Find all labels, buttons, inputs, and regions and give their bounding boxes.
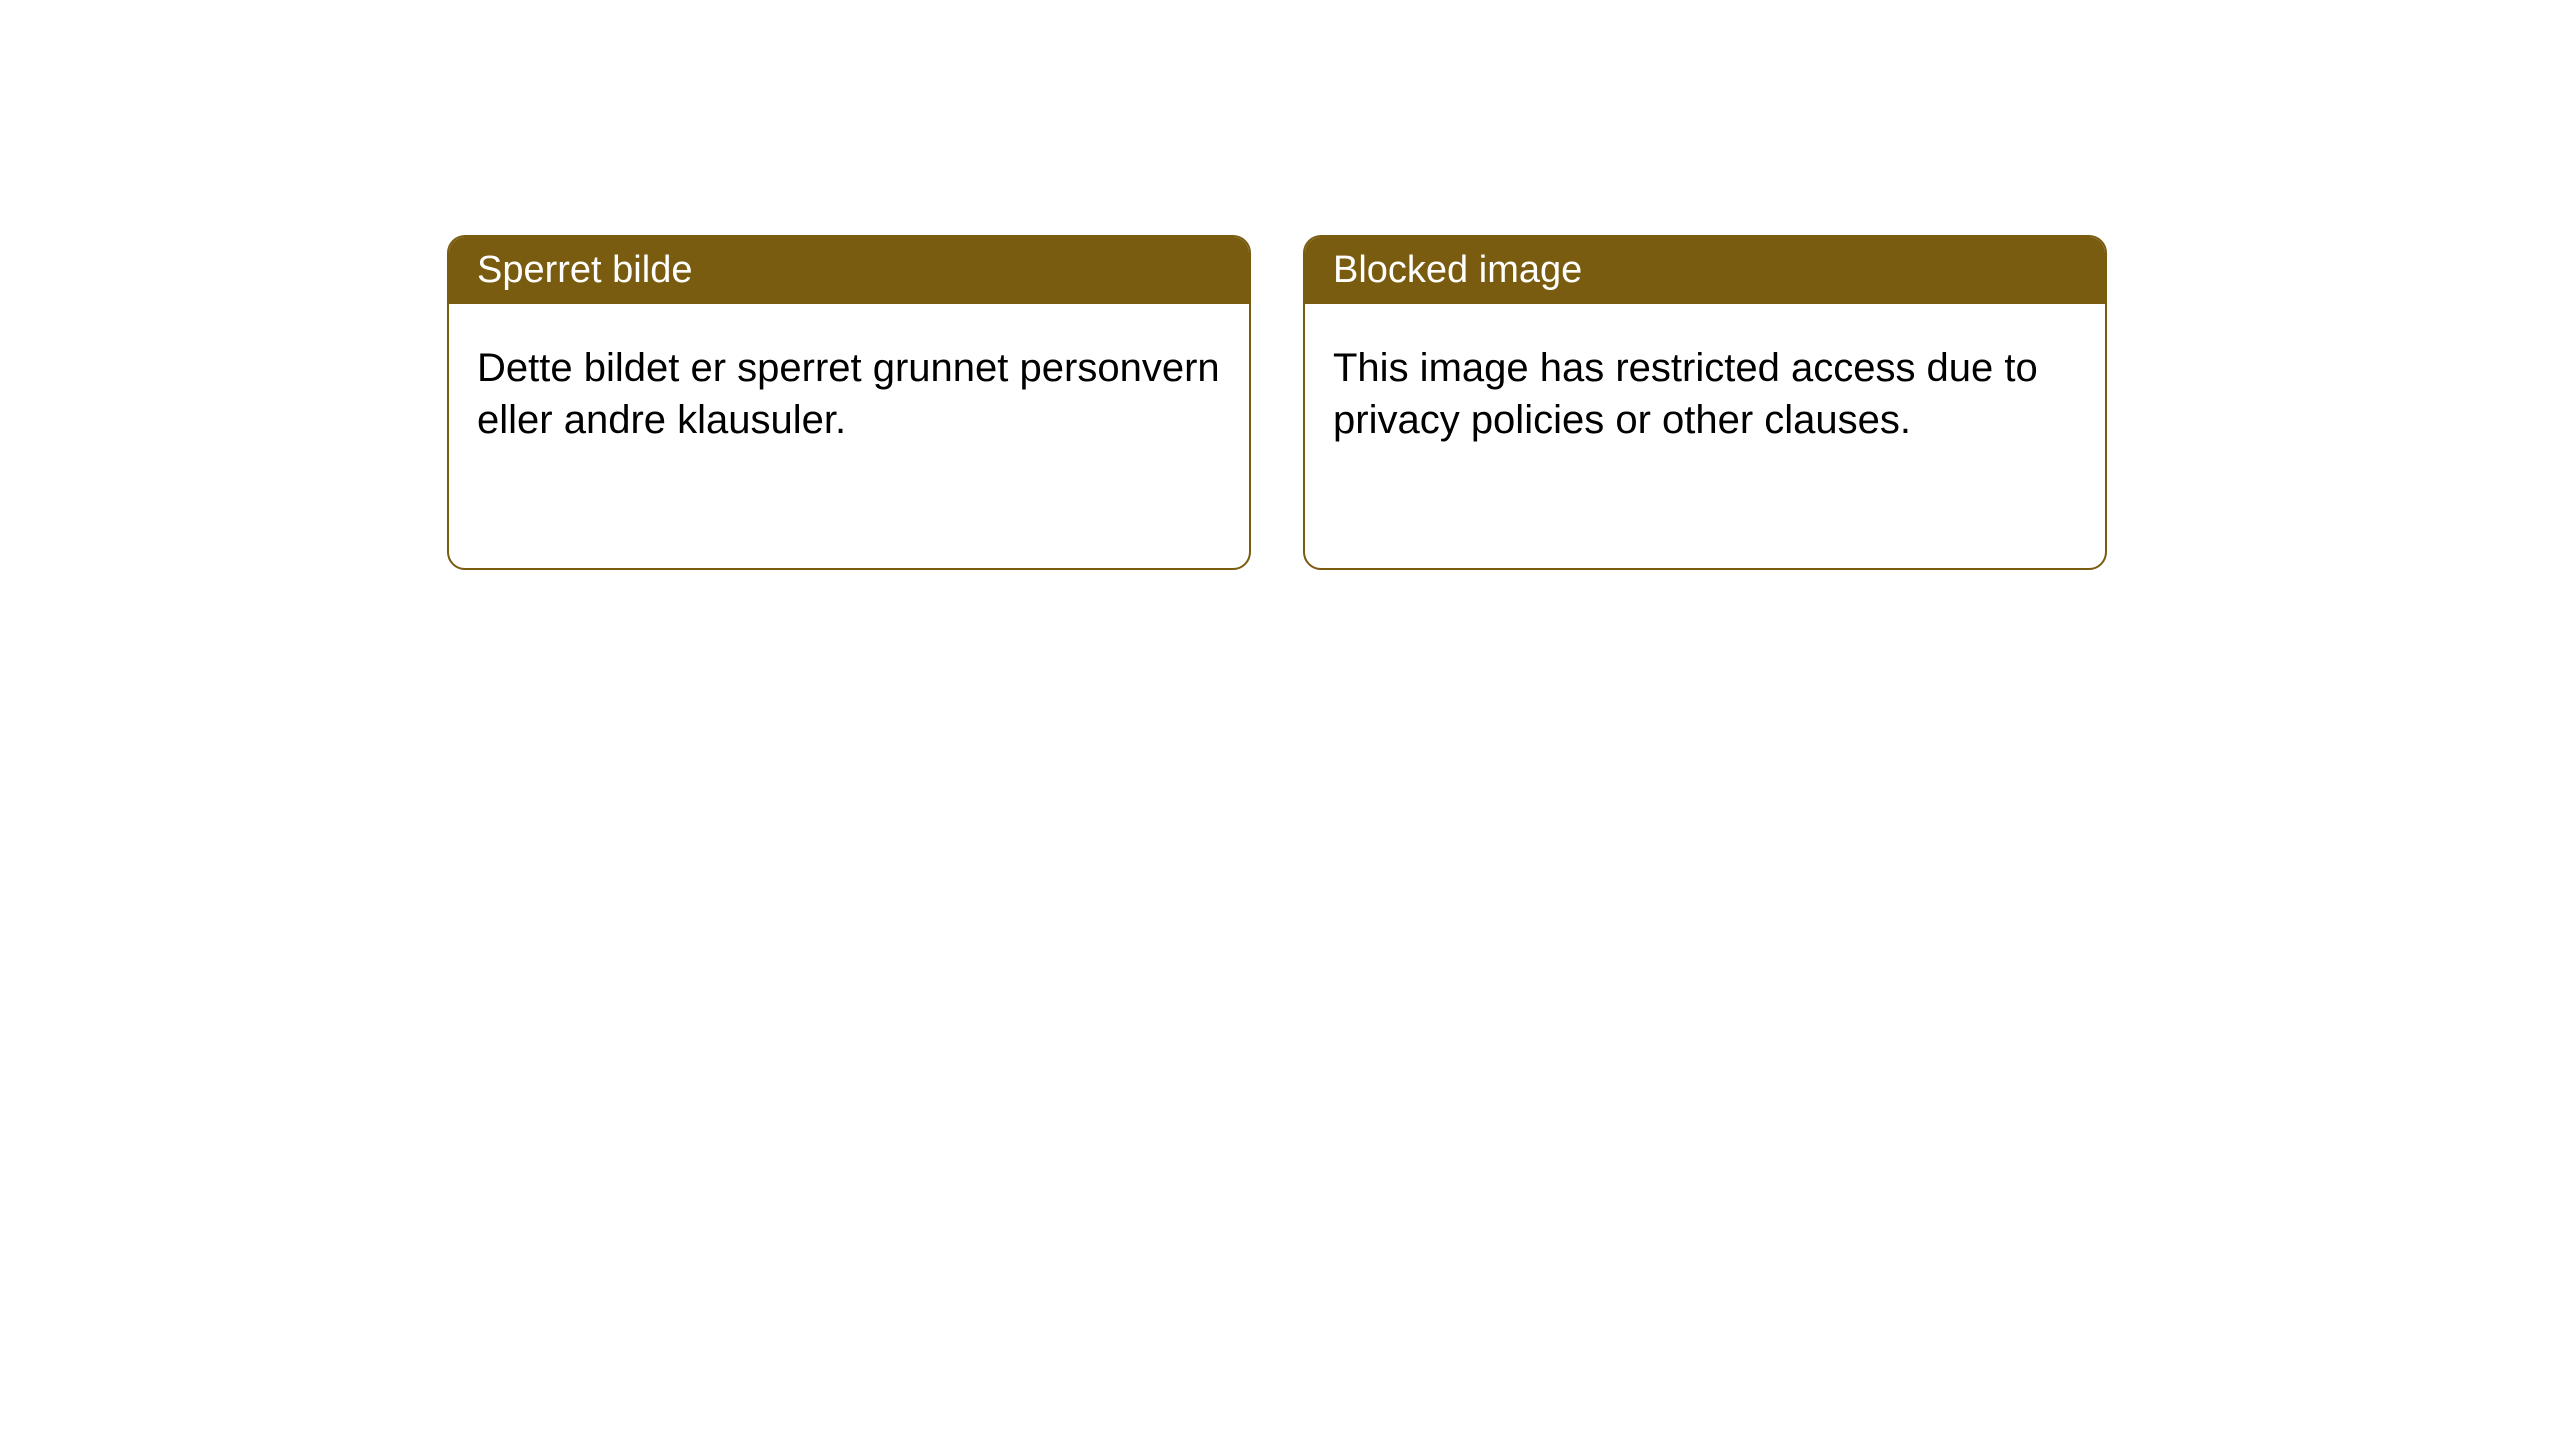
card-header: Blocked image bbox=[1305, 237, 2105, 304]
card-body: This image has restricted access due to … bbox=[1305, 304, 2105, 484]
blocked-image-card-en: Blocked image This image has restricted … bbox=[1303, 235, 2107, 570]
card-body: Dette bildet er sperret grunnet personve… bbox=[449, 304, 1249, 484]
card-title: Sperret bilde bbox=[477, 249, 692, 291]
blocked-image-card-no: Sperret bilde Dette bildet er sperret gr… bbox=[447, 235, 1251, 570]
card-body-text: Dette bildet er sperret grunnet personve… bbox=[477, 346, 1220, 442]
card-title: Blocked image bbox=[1333, 249, 1582, 291]
card-body-text: This image has restricted access due to … bbox=[1333, 346, 2038, 442]
card-container: Sperret bilde Dette bildet er sperret gr… bbox=[0, 0, 2560, 570]
card-header: Sperret bilde bbox=[449, 237, 1249, 304]
